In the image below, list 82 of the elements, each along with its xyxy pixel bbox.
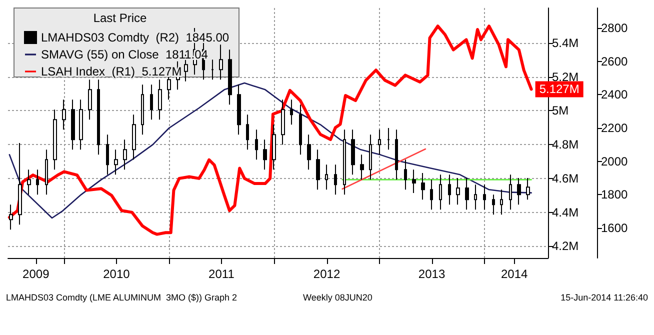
candlestick bbox=[158, 79, 162, 120]
candlestick bbox=[404, 159, 407, 190]
y-tick-label: 5M bbox=[552, 104, 569, 118]
candlestick bbox=[483, 184, 486, 210]
candlestick bbox=[465, 178, 469, 210]
y-tick-label: 4.8M bbox=[552, 138, 579, 152]
y-tick-label: 4.2M bbox=[552, 239, 579, 254]
candlestick bbox=[369, 134, 372, 180]
data-label: 5.127M bbox=[539, 82, 580, 96]
candlestick bbox=[325, 164, 328, 190]
candlestick bbox=[219, 44, 223, 80]
candlestick bbox=[97, 79, 100, 156]
y-tick-label: 5.2M bbox=[552, 70, 579, 84]
candlestick bbox=[141, 84, 144, 136]
candlestick bbox=[299, 104, 302, 156]
candlestick bbox=[281, 99, 285, 146]
candlestick bbox=[412, 169, 416, 194]
line-series bbox=[8, 82, 532, 219]
candlestick bbox=[132, 114, 136, 160]
candlestick bbox=[53, 109, 57, 170]
x-tick-label: 2009 bbox=[22, 267, 50, 281]
candlestick bbox=[421, 172, 425, 200]
candlestick bbox=[255, 129, 258, 160]
candlestick bbox=[526, 178, 530, 200]
candlestick bbox=[448, 174, 451, 206]
y2-tick-label: 2000 bbox=[601, 154, 628, 168]
candlestick bbox=[517, 178, 521, 206]
y-tick-label: 5.4M bbox=[552, 36, 579, 50]
candlestick bbox=[509, 174, 512, 210]
candlestick bbox=[106, 134, 109, 176]
candlestick bbox=[430, 179, 433, 210]
text: 15-Jun-2014 11:26:40 bbox=[560, 292, 648, 302]
line-series bbox=[8, 24, 533, 236]
x-tick-label: 2011 bbox=[208, 267, 235, 281]
candlestick bbox=[387, 128, 390, 150]
candlestick bbox=[150, 84, 153, 120]
candlestick bbox=[307, 134, 311, 170]
candlestick bbox=[395, 129, 398, 180]
candlestick bbox=[290, 99, 293, 126]
candlestick bbox=[123, 139, 127, 170]
candlestick bbox=[237, 84, 241, 136]
candlestick bbox=[62, 99, 66, 130]
y2-tick-label: 2800 bbox=[601, 21, 628, 35]
y-tick-label: 4.6M bbox=[552, 171, 579, 186]
candlestick bbox=[351, 129, 355, 176]
candlestick bbox=[360, 154, 364, 180]
candlestick bbox=[474, 184, 477, 210]
y2-tick-label: 1600 bbox=[601, 221, 628, 235]
candlestick bbox=[272, 124, 276, 170]
candlestick bbox=[18, 142, 22, 226]
candlestick bbox=[71, 99, 75, 150]
y2-tick-label: 2200 bbox=[601, 121, 628, 135]
candlestick bbox=[316, 149, 320, 190]
text: LMAHDS03 Comdty (LME ALUMINUM 3MO ($)) Graph 2 bbox=[6, 292, 238, 302]
candlestick bbox=[263, 139, 267, 170]
candlestick bbox=[88, 79, 92, 120]
legend-title: Last Price bbox=[93, 11, 147, 25]
y2-tick-label: 1800 bbox=[601, 188, 628, 202]
y2-tick-label: 2400 bbox=[601, 88, 628, 102]
candlestick bbox=[334, 164, 337, 196]
candlestick bbox=[27, 169, 31, 196]
candlestick bbox=[45, 149, 48, 196]
x-tick-label: 2013 bbox=[418, 267, 446, 281]
x-tick-label: 2010 bbox=[103, 267, 130, 281]
candlestick bbox=[114, 149, 118, 176]
candlestick bbox=[9, 204, 13, 230]
candlestick bbox=[79, 99, 83, 150]
y-tick-label: 4.4M bbox=[552, 205, 579, 220]
candlestick bbox=[343, 129, 346, 196]
candlestick bbox=[36, 169, 39, 196]
candlestick bbox=[439, 174, 442, 210]
candlestick bbox=[456, 178, 460, 206]
candlestick bbox=[492, 194, 495, 216]
candlestick bbox=[246, 114, 249, 150]
y2-tick-label: 2600 bbox=[601, 54, 628, 68]
candlestick bbox=[228, 49, 232, 106]
x-tick-label: 2012 bbox=[313, 267, 340, 281]
x-tick-label: 2014 bbox=[500, 267, 528, 281]
candlestick bbox=[211, 59, 214, 80]
text: Weekly 08JUN20 bbox=[303, 292, 372, 302]
candlestick bbox=[500, 189, 503, 216]
candlestick bbox=[378, 129, 381, 156]
